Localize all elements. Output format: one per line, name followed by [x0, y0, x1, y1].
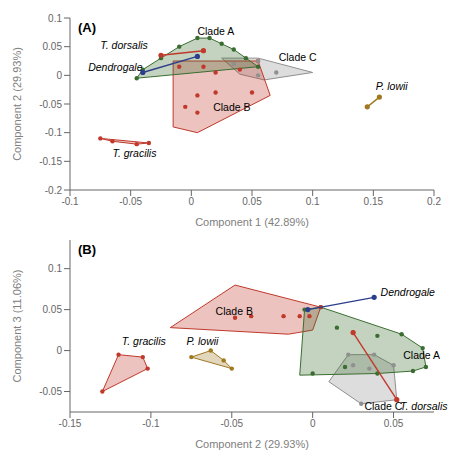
svg-text:-0.2: -0.2	[45, 185, 63, 196]
svg-text:Dendrogale: Dendrogale	[381, 286, 435, 298]
svg-text:-0.1: -0.1	[142, 418, 160, 429]
svg-text:Component 2 (29.93%): Component 2 (29.93%)	[195, 438, 309, 450]
svg-text:Clade A: Clade A	[197, 25, 234, 37]
svg-text:0.05: 0.05	[43, 304, 63, 315]
svg-text:-0.1: -0.1	[61, 196, 79, 207]
svg-text:P. lowii: P. lowii	[376, 80, 409, 92]
svg-text:Component 2 (29.93%): Component 2 (29.93%)	[11, 47, 23, 161]
svg-text:T. dorsalis: T. dorsalis	[400, 400, 448, 412]
svg-text:0: 0	[189, 196, 195, 207]
svg-text:0.1: 0.1	[48, 263, 62, 274]
svg-text:-0.15: -0.15	[39, 156, 62, 167]
svg-text:P. lowii: P. lowii	[186, 335, 219, 347]
svg-text:0.05: 0.05	[43, 41, 63, 52]
svg-text:Component 1 (42.89%): Component 1 (42.89%)	[195, 216, 309, 228]
svg-text:-0.05: -0.05	[119, 196, 142, 207]
svg-text:0: 0	[310, 418, 316, 429]
svg-text:0.05: 0.05	[242, 196, 262, 207]
svg-text:T. dorsalis: T. dorsalis	[100, 39, 148, 51]
svg-text:Component 3 (11.06%): Component 3 (11.06%)	[11, 270, 23, 383]
svg-text:Clade A: Clade A	[403, 349, 440, 361]
svg-text:Dendrogale: Dendrogale	[88, 61, 142, 73]
svg-text:T. gracilis: T. gracilis	[122, 335, 167, 347]
svg-text:Clade B: Clade B	[216, 305, 253, 317]
svg-text:-0.05: -0.05	[39, 99, 62, 110]
svg-text:Clade C: Clade C	[279, 51, 317, 63]
svg-text:0.15: 0.15	[364, 196, 384, 207]
svg-text:0.05: 0.05	[384, 418, 404, 429]
svg-text:0.1: 0.1	[306, 196, 320, 207]
svg-text:-0.05: -0.05	[39, 386, 62, 397]
svg-text:-0.05: -0.05	[220, 418, 243, 429]
svg-text:0.1: 0.1	[48, 13, 62, 24]
svg-text:-0.1: -0.1	[45, 127, 63, 138]
svg-text:T. gracilis: T. gracilis	[112, 147, 157, 159]
html-text:(A): (A)	[78, 20, 96, 35]
svg-text:-0.15: -0.15	[59, 418, 82, 429]
svg-text:0: 0	[56, 345, 62, 356]
svg-text:0.2: 0.2	[427, 196, 441, 207]
svg-text:0: 0	[56, 70, 62, 81]
html-text:(B): (B)	[78, 242, 96, 257]
svg-text:Clade C: Clade C	[364, 400, 402, 412]
svg-text:Clade B: Clade B	[213, 101, 250, 113]
